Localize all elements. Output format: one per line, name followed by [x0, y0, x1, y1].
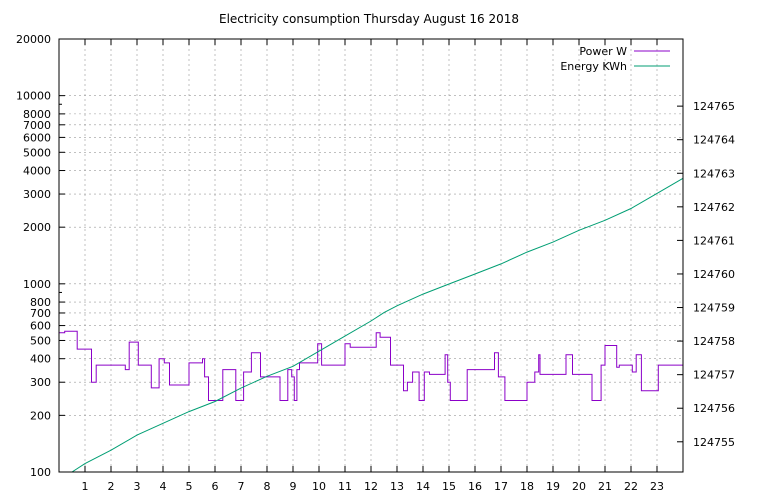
- legend-label-power: Power W: [579, 45, 627, 58]
- y-right-tick-label: 124761: [693, 234, 735, 247]
- y-left-tick-label: 10000: [16, 90, 51, 103]
- y-left-tick-label: 6000: [23, 131, 51, 144]
- x-tick-label: 18: [520, 480, 534, 493]
- x-tick-label: 15: [442, 480, 456, 493]
- gridlines: [59, 39, 683, 472]
- legend-label-energy: Energy KWh: [560, 60, 627, 73]
- x-tick-label: 17: [494, 480, 508, 493]
- y-left-tick-label: 300: [30, 376, 51, 389]
- y-right-tick-label: 124757: [693, 369, 735, 382]
- y-left-tick-label: 7000: [23, 119, 51, 132]
- y-left-tick-label: 8000: [23, 108, 51, 121]
- y-right-tick-label: 124758: [693, 335, 735, 348]
- y-left-tick-label: 1000: [23, 278, 51, 291]
- x-tick-label: 7: [238, 480, 245, 493]
- y-right-tick-label: 124756: [693, 402, 735, 415]
- x-tick-label: 21: [598, 480, 612, 493]
- x-tick-label: 20: [572, 480, 586, 493]
- x-tick-label: 13: [390, 480, 404, 493]
- x-tick-label: 23: [650, 480, 664, 493]
- y-left-tick-label: 700: [30, 307, 51, 320]
- x-tick-label: 1: [82, 480, 89, 493]
- chart-title: Electricity consumption Thursday August …: [219, 12, 519, 26]
- x-tick-label: 12: [364, 480, 378, 493]
- y-left-tick-label: 2000: [23, 221, 51, 234]
- y-left-tick-label: 200: [30, 409, 51, 422]
- y-left-tick-label: 5000: [23, 146, 51, 159]
- x-tick-label: 2: [108, 480, 115, 493]
- x-tick-label: 11: [338, 480, 352, 493]
- x-tick-label: 4: [160, 480, 167, 493]
- y-right-tick-label: 124759: [693, 302, 735, 315]
- y-right-tick-label: 124760: [693, 268, 735, 281]
- y-left-tick-label: 4000: [23, 165, 51, 178]
- y-left-tick-label: 100: [30, 466, 51, 479]
- x-tick-label: 3: [134, 480, 141, 493]
- y-left-tick-label: 600: [30, 320, 51, 333]
- series-line-power: [59, 330, 684, 401]
- y-right-tick-label: 124755: [693, 436, 735, 449]
- x-tick-label: 9: [290, 480, 297, 493]
- series-line-energy: [71, 177, 684, 473]
- x-tick-label: 10: [312, 480, 326, 493]
- x-tick-label: 22: [624, 480, 638, 493]
- x-axis: 1 2 3 4 5 6 7 8 9 10 11 12 13 14 15 16 17 18 19 20 21 22 23: [82, 39, 664, 493]
- x-tick-label: 14: [416, 480, 430, 493]
- y-right-tick-label: 124762: [693, 201, 735, 214]
- x-tick-label: 16: [468, 480, 482, 493]
- x-tick-label: 19: [546, 480, 560, 493]
- y-left-tick-label: 20000: [16, 33, 51, 46]
- y-left-tick-label: 3000: [23, 188, 51, 201]
- x-tick-label: 6: [212, 480, 219, 493]
- x-tick-label: 8: [264, 480, 271, 493]
- series-layer: [59, 177, 684, 473]
- x-tick-label: 5: [186, 480, 193, 493]
- y-axis-right: 124755 124756 124757 124758 124759 124760 1247…: [677, 100, 735, 449]
- legend: Power W Energy KWh: [560, 45, 670, 73]
- y-left-tick-label: 500: [30, 334, 51, 347]
- y-right-tick-label: 124763: [693, 167, 735, 180]
- y-right-tick-label: 124765: [693, 100, 735, 113]
- y-left-tick-label: 800: [30, 296, 51, 309]
- y-left-tick-label: 400: [30, 353, 51, 366]
- y-right-tick-label: 124764: [693, 134, 735, 147]
